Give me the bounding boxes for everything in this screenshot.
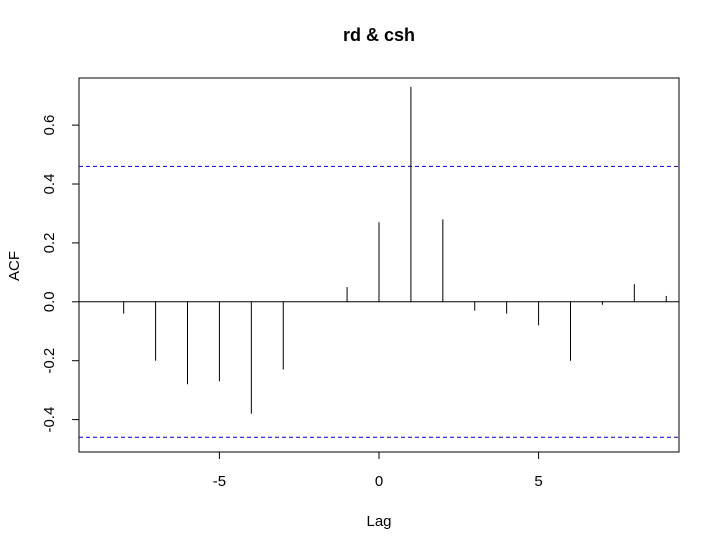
y-tick-label: -0.2 [41, 348, 58, 374]
acf-bars [123, 86, 667, 414]
y-tick-label: 0.0 [41, 291, 58, 312]
chart-title: rd & csh [343, 25, 415, 45]
y-axis: -0.4 -0.2 0.0 0.2 0.4 0.6 [41, 115, 79, 433]
x-axis: -5 0 5 [213, 452, 543, 490]
y-tick-label: 0.6 [41, 115, 58, 136]
x-tick-label: 5 [534, 473, 542, 490]
y-axis-label: ACF [6, 251, 23, 281]
x-tick-label: -5 [213, 473, 226, 490]
y-tick-label: 0.2 [41, 232, 58, 253]
y-tick-label: -0.4 [41, 407, 58, 433]
y-tick-label: 0.4 [41, 174, 58, 195]
x-tick-label: 0 [375, 473, 383, 490]
x-axis-label: Lag [366, 513, 391, 530]
